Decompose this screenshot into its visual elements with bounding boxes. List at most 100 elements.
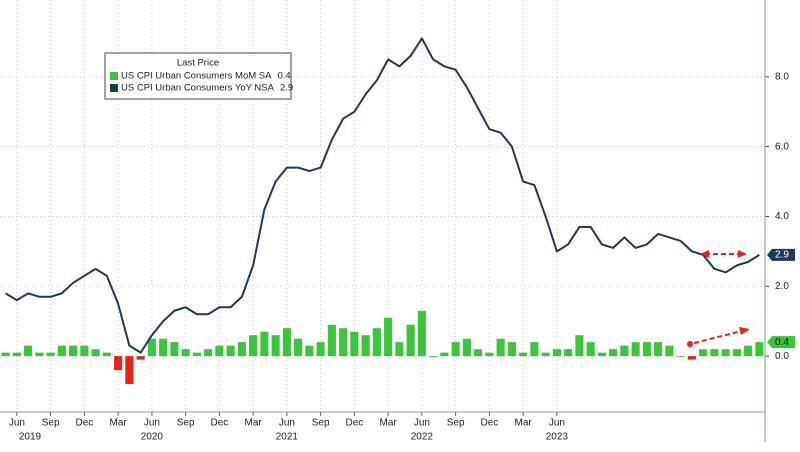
bar [406, 324, 415, 357]
bar [721, 349, 730, 357]
bar [91, 349, 100, 357]
bar [699, 349, 708, 357]
bar [384, 317, 393, 357]
bar [687, 356, 696, 360]
bar [294, 338, 303, 357]
legend-title: Last Price [177, 58, 219, 69]
bar [125, 356, 134, 385]
arrow [693, 330, 743, 344]
bar [46, 352, 55, 357]
x-year-label: 2022 [411, 432, 434, 443]
bar [237, 342, 246, 357]
bar [80, 345, 89, 357]
bar [631, 342, 640, 357]
x-tick-label: Jun [414, 418, 430, 429]
bar [642, 342, 651, 357]
bar [271, 335, 280, 357]
bar [541, 352, 550, 357]
bar [429, 356, 438, 357]
bar [327, 324, 336, 357]
x-year-label: 2020 [141, 432, 164, 443]
bar [204, 349, 213, 357]
bar [361, 335, 370, 357]
bar [136, 356, 145, 360]
x-tick-label: Jun [9, 418, 25, 429]
bar [192, 352, 201, 357]
x-tick-label: Jun [549, 418, 565, 429]
value-tag [767, 336, 795, 349]
bar [339, 328, 348, 357]
bar [755, 342, 764, 357]
bar [350, 331, 359, 357]
bar [530, 342, 539, 357]
x-tick-label: Dec [210, 418, 228, 429]
line [5, 37, 760, 354]
bar [181, 349, 190, 357]
arrow-head [700, 250, 709, 258]
bar [35, 352, 44, 357]
bar [462, 338, 471, 357]
x-tick-label: Sep [42, 418, 60, 429]
x-tick-label: Sep [312, 418, 330, 429]
bar [496, 338, 505, 357]
legend-swatch [110, 72, 118, 80]
bar [507, 342, 516, 357]
bar [609, 349, 618, 357]
bar [159, 338, 168, 357]
x-tick-label: Sep [177, 418, 195, 429]
bar [114, 356, 123, 371]
bar [519, 352, 528, 357]
x-tick-label: Sep [447, 418, 465, 429]
bar [1, 352, 10, 357]
bar [744, 345, 753, 357]
x-tick-label: Jun [144, 418, 160, 429]
bar [215, 345, 224, 357]
x-tick-label: Mar [110, 418, 128, 429]
x-tick-label: Mar [380, 418, 398, 429]
bar [57, 345, 66, 357]
bar [316, 342, 325, 357]
bar [69, 345, 78, 357]
x-year-label: 2021 [276, 432, 299, 443]
bar [440, 352, 449, 357]
bar [102, 352, 111, 357]
bar [564, 349, 573, 357]
y-tick-label: 0.0 [775, 351, 789, 362]
x-tick-label: Jun [279, 418, 295, 429]
legend-box [104, 52, 292, 100]
arrow-head [739, 327, 750, 335]
bar [24, 345, 33, 357]
bar [249, 335, 258, 357]
bar [260, 331, 269, 357]
legend-swatch [110, 84, 118, 92]
y-tick-label: 4.0 [775, 211, 789, 222]
bar [732, 349, 741, 357]
bar [226, 345, 235, 357]
value-tag-label: 0.4 [775, 337, 789, 348]
bar [586, 342, 595, 357]
bar [485, 352, 494, 357]
legend: Last Price US CPI Urban Consumers MoM SA… [104, 52, 293, 100]
bar [372, 328, 381, 357]
legend-value: 2.9 [280, 83, 293, 94]
bar [597, 352, 606, 357]
arrow-head [738, 250, 747, 258]
legend-label: US CPI Urban Consumers MoM SA [121, 71, 272, 82]
y-tick-label: 6.0 [775, 141, 789, 152]
value-tag-label: 2.9 [775, 250, 789, 261]
x-tick-label: Mar [515, 418, 533, 429]
y-tick-label: 2.0 [775, 281, 789, 292]
bar [282, 328, 291, 357]
arrow-tail [687, 341, 693, 347]
bar [170, 342, 179, 357]
x-year-label: 2023 [546, 432, 569, 443]
legend-label: US CPI Urban Consumers YoY NSA [121, 83, 275, 94]
bar [305, 345, 314, 357]
bar [451, 342, 460, 357]
x-tick-label: Dec [480, 418, 498, 429]
bar [665, 345, 674, 357]
bar [676, 356, 685, 357]
bar [575, 335, 584, 357]
bar [552, 349, 561, 357]
